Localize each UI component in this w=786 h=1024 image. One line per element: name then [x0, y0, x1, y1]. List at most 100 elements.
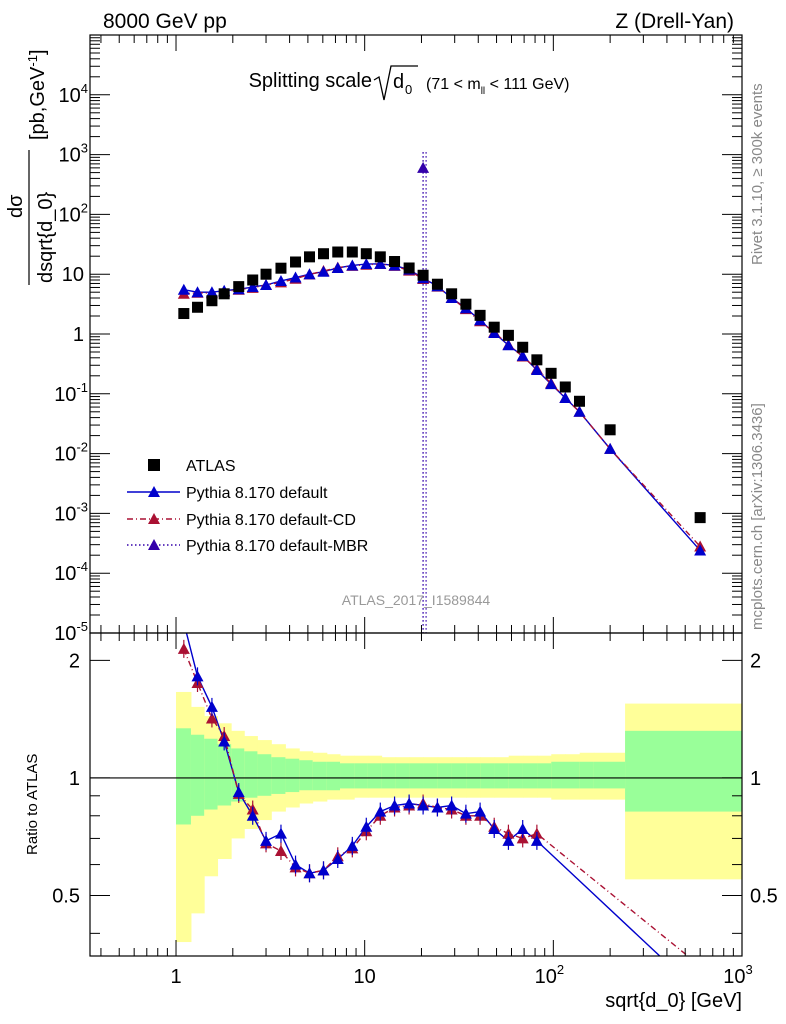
uncertainty-band-inner: [395, 763, 411, 789]
legend-marker-cd: [148, 513, 160, 524]
data-point-atlas: [431, 278, 443, 290]
legend-label-cd: Pythia 8.170 default-CD: [186, 512, 356, 529]
chart-title-sqrt-sub: 0: [405, 82, 412, 97]
data-point-atlas: [290, 256, 302, 268]
y-axis-label: dσ dsqrt{d_0} [pb,GeV-1]: [5, 49, 57, 285]
data-point-default: [177, 283, 190, 295]
uncertainty-band-inner: [423, 763, 439, 789]
data-point-default: [274, 274, 287, 286]
uncertainty-band-inner: [326, 761, 341, 791]
uncertainty-band-inner: [466, 763, 481, 789]
data-point-default: [604, 442, 617, 454]
y-tick-label: 10-1: [54, 380, 88, 406]
ratio-point-default: [403, 797, 416, 809]
data-point-atlas: [460, 298, 472, 310]
ratio-y-tick-label-right: 1: [750, 768, 761, 790]
legend-label-default: Pythia 8.170 default: [186, 485, 328, 502]
ratio-point-cd: [177, 642, 190, 654]
x-tick-label: 103: [723, 962, 752, 988]
data-point-mbr: [417, 161, 430, 173]
y-tick-label: 1: [73, 324, 84, 346]
data-point-atlas: [559, 381, 571, 393]
ratio-point-default: [191, 670, 204, 682]
data-point-atlas: [474, 309, 486, 321]
uncertainty-band-inner: [508, 763, 524, 789]
uncertainty-band-inner: [551, 761, 566, 789]
uncertainty-band-inner: [257, 754, 272, 796]
watermark-label: ATLAS_2017_I1589844: [342, 592, 491, 608]
ratio-point-default: [246, 809, 259, 821]
ratio-point-default: [289, 858, 302, 870]
data-point-atlas: [318, 248, 330, 260]
uncertainty-band-inner: [340, 763, 355, 789]
ratio-point-default: [374, 805, 387, 817]
y-tick-label: 104: [59, 81, 88, 107]
uncertainty-band-inner: [579, 761, 595, 789]
x-tick-label: 102: [535, 962, 564, 988]
data-point-default: [191, 286, 204, 298]
series-line-default: [183, 263, 701, 551]
ratio-y-tick-label: 1: [69, 768, 80, 790]
ratio-point-default: [260, 834, 273, 846]
data-point-atlas: [502, 329, 514, 341]
chart-title-text: Splitting scale: [249, 70, 372, 92]
data-point-atlas: [417, 269, 429, 281]
uncertainty-band-inner: [565, 761, 581, 789]
ratio-point-default: [530, 834, 543, 846]
data-point-atlas: [374, 251, 386, 263]
ratio-point-default: [178, 617, 190, 628]
data-point-atlas: [218, 288, 230, 300]
chart-title-sqrt-var: d: [393, 71, 404, 93]
uncertainty-band-inner: [176, 728, 192, 825]
data-point-atlas: [233, 281, 245, 293]
data-point-atlas: [260, 268, 272, 280]
uncertainty-band-inner: [381, 763, 397, 789]
uncertainty-band-inner: [367, 763, 383, 789]
data-point-default: [246, 281, 259, 293]
data-point-atlas: [304, 251, 316, 263]
legend-entry-atlas: ATLAS: [148, 458, 236, 475]
data-point-atlas: [573, 395, 585, 407]
data-point-default: [545, 378, 558, 390]
ratio-point-cd: [274, 844, 287, 856]
ratio-y-tick-label: 2: [69, 650, 80, 672]
data-point-default: [502, 339, 515, 351]
uncertainty-band-inner: [522, 763, 538, 789]
y-tick-label: 10-2: [54, 440, 88, 466]
data-point-atlas: [275, 262, 287, 274]
chart-title-range: (71 < mll < 111 GeV): [426, 76, 569, 97]
uncertainty-band-inner: [190, 734, 205, 816]
uncertainty-band-inner: [537, 763, 552, 789]
upper-panel: 10-5 10-4 10-3 10-2 10-1 1 10 102 103 104 Splitti…: [5, 34, 743, 645]
side-mcplots-label: mcplots.cern.ch [arXiv:1306.3436]: [749, 403, 766, 630]
x-tick-label: 1: [170, 966, 181, 988]
data-point-default: [317, 265, 330, 277]
ratio-point-default: [431, 801, 444, 813]
legend-entry-default: Pythia 8.170 default: [127, 485, 328, 502]
uncertainty-band-inner: [480, 763, 496, 789]
uncertainty-band-inner: [285, 758, 300, 793]
uncertainty-band-inner: [204, 738, 219, 810]
x-tick-label: 10: [354, 966, 376, 988]
ratio-axis-label: Ratio to ATLAS: [24, 754, 41, 855]
y-tick-label: 10-3: [54, 499, 88, 525]
data-point-default: [374, 257, 387, 269]
header-left-label: 8000 GeV pp: [103, 10, 227, 33]
y-tick-label: 10-5: [54, 619, 88, 645]
ratio-y-tick-label: 0.5: [52, 886, 80, 908]
data-point-atlas: [346, 246, 358, 258]
ratio-point-default: [274, 827, 287, 839]
data-point-default: [303, 268, 316, 280]
data-point-atlas: [517, 341, 529, 353]
data-point-atlas: [360, 248, 372, 260]
y-tick-label: 10-4: [54, 559, 88, 585]
data-point-default: [331, 261, 344, 273]
legend-entry-mbr: Pythia 8.170 default-MBR: [127, 538, 368, 555]
data-point-atlas: [531, 354, 543, 366]
data-point-atlas: [403, 262, 415, 274]
uncertainty-band-inner: [354, 763, 369, 789]
data-point-atlas: [694, 512, 706, 524]
uncertainty-band-inner: [409, 763, 424, 789]
uncertainty-band-inner: [437, 763, 453, 789]
